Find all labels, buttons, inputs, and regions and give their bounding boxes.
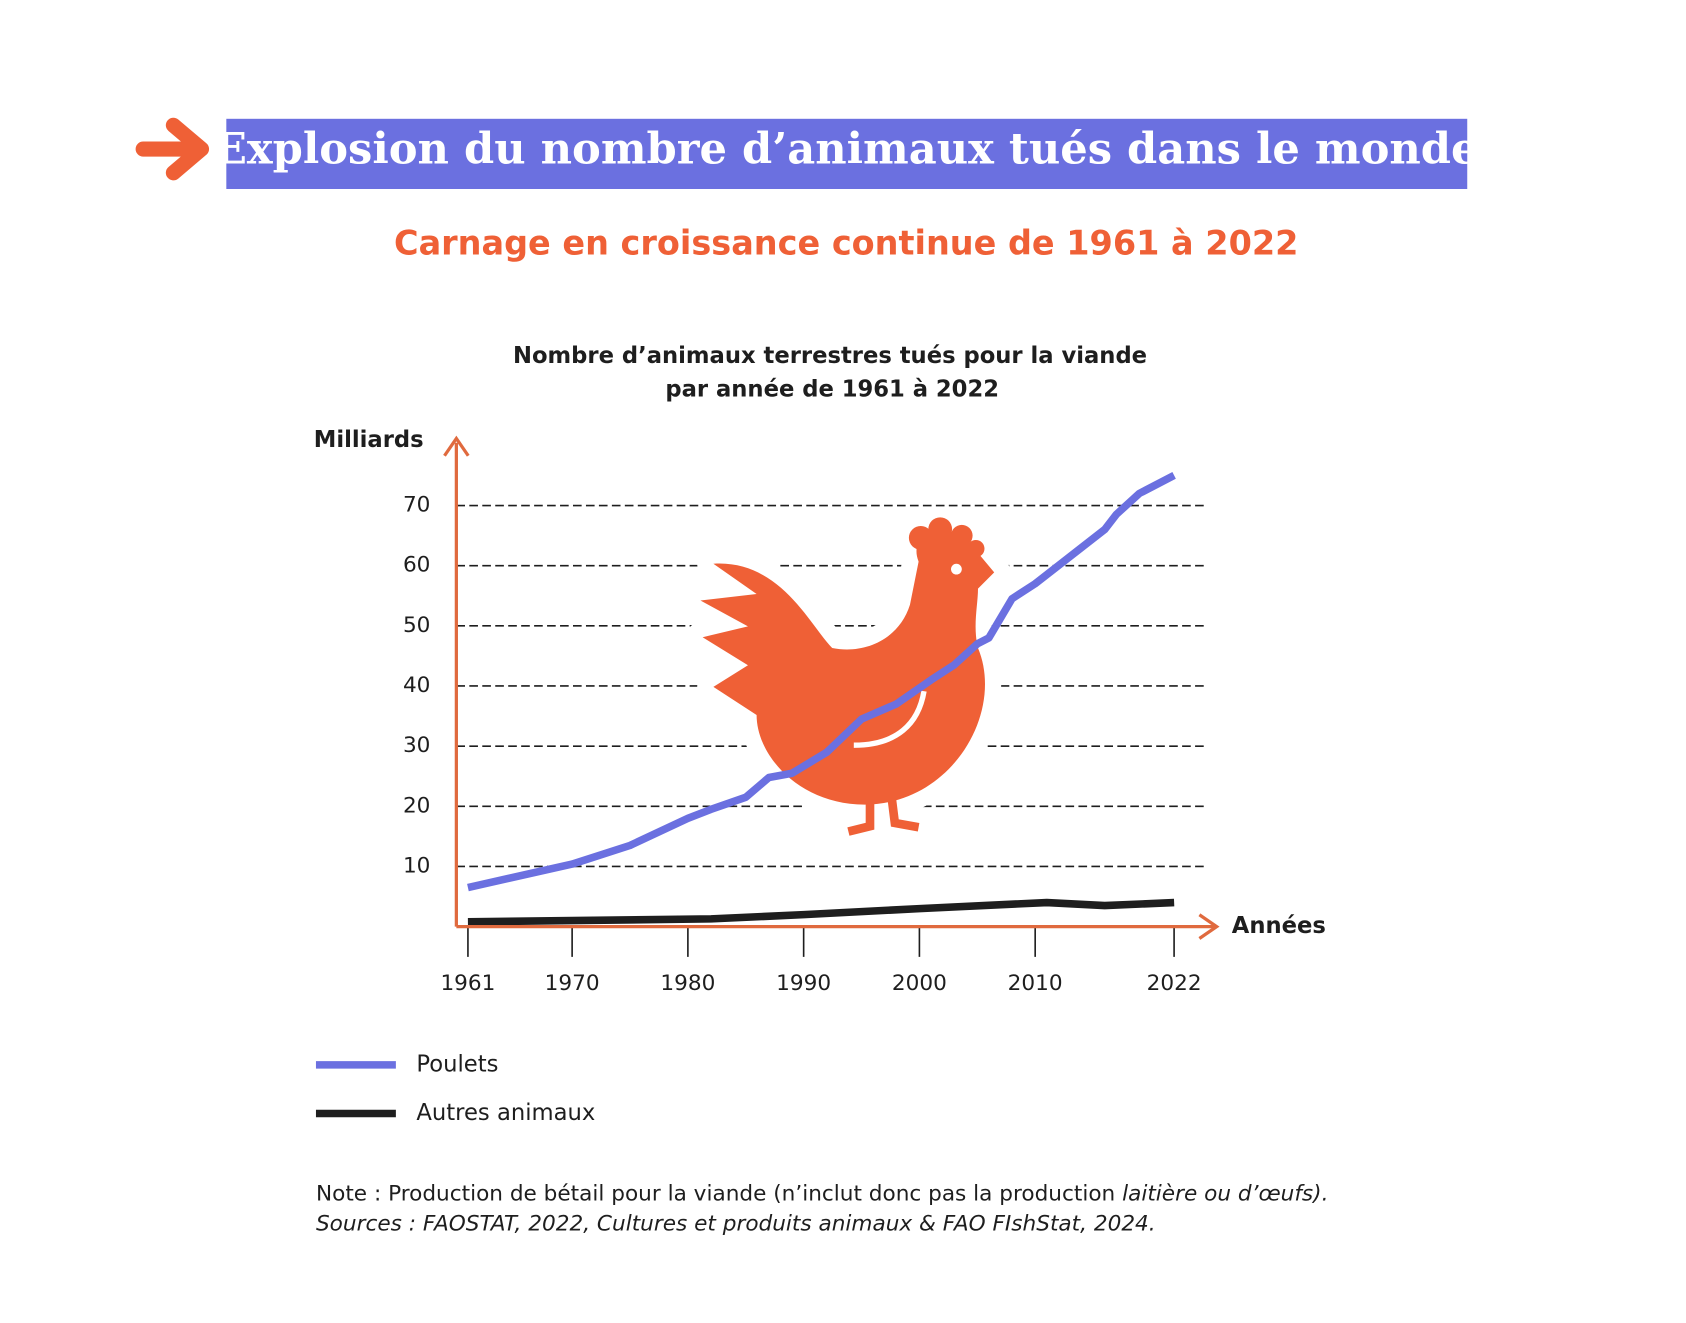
y-tick-label: 20 (403, 793, 430, 818)
note-text: laitière ou d’œufs). (1122, 1181, 1328, 1206)
legend-label: Autres animaux (416, 1100, 595, 1126)
note: Note : Production de bétail pour la vian… (316, 1181, 1329, 1206)
y-tick-label: 10 (403, 853, 430, 878)
y-tick-label: 30 (403, 733, 430, 758)
y-tick-label: 50 (403, 613, 430, 638)
sources: Sources : FAOSTAT, 2022, Cultures et pro… (316, 1212, 1156, 1237)
x-tick-label: 1980 (660, 971, 715, 996)
x-tick-label: 1990 (776, 971, 831, 996)
series-line (467, 898, 1175, 926)
plot: 10 20 30 40 50 60 70 1961 1970 1980 1990 2000 2010 20… (403, 472, 1202, 996)
x-axis-arrow (1198, 913, 1220, 940)
y-axis-label: Milliards (314, 427, 424, 453)
y-tick-label: 40 (403, 673, 430, 698)
y-tick-label: 60 (403, 553, 430, 578)
chart-title: Nombre d’animaux terrestres tués pour la… (513, 343, 1147, 369)
y-axis-arrow (443, 435, 470, 457)
title-arrow (135, 117, 210, 181)
chart-title: par année de 1961 à 2022 (665, 376, 999, 402)
x-tick-label: 2022 (1147, 971, 1202, 996)
x-tick-label: 2010 (1008, 971, 1063, 996)
x-axis-label: Années (1232, 913, 1326, 939)
title: Explosion du nombre d’animaux tués dans … (214, 123, 1479, 174)
chicken-icon (684, 513, 1011, 836)
x-tick-label: 1970 (545, 971, 600, 996)
grid (456, 504, 1206, 868)
x-tick-label: 2000 (892, 971, 947, 996)
subtitle: Carnage en croissance continue de 1961 à… (394, 224, 1298, 263)
x-tick-label: 1961 (440, 971, 495, 996)
legend: Poulets Autres animaux (315, 1051, 595, 1126)
note-text: Note : Production de bétail pour la vian… (316, 1181, 1122, 1206)
title-box (226, 118, 1468, 189)
series-line (467, 472, 1176, 892)
legend-label: Poulets (416, 1051, 498, 1077)
y-tick-label: 70 (403, 493, 430, 518)
